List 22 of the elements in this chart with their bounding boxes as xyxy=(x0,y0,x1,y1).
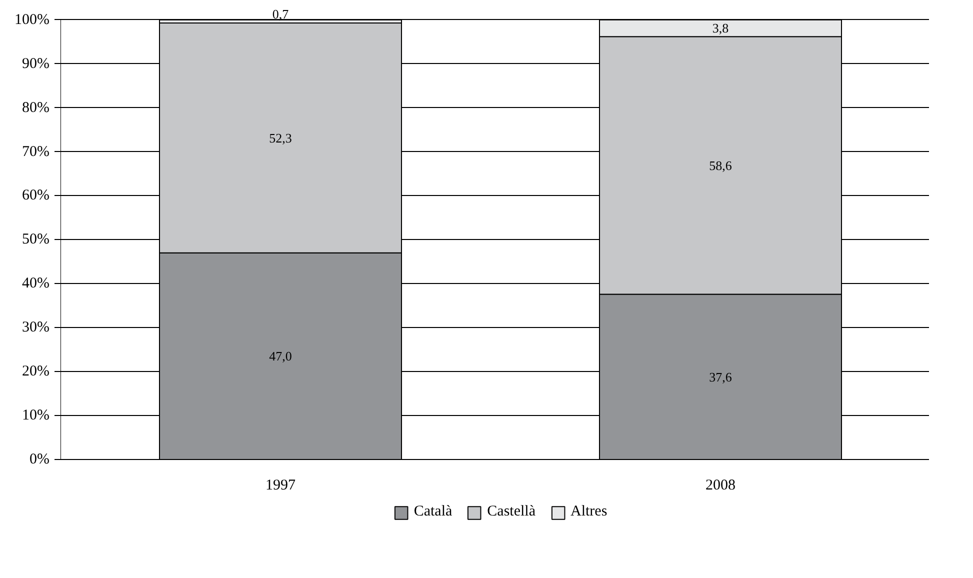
y-tick-label: 100% xyxy=(14,12,50,28)
legend-label: Altres xyxy=(570,504,608,520)
y-tick-label: 0% xyxy=(30,452,50,468)
y-tick-label: 30% xyxy=(22,320,50,336)
legend-label: Català xyxy=(414,504,452,520)
x-tick-label: 1997 xyxy=(266,478,296,494)
y-tick-label: 60% xyxy=(22,188,50,204)
y-tick-label: 50% xyxy=(22,232,50,248)
y-tick-label: 10% xyxy=(22,408,50,424)
data-label: 47,0 xyxy=(269,348,292,364)
y-tick-label: 70% xyxy=(22,144,50,160)
y-tick-label: 20% xyxy=(22,364,50,380)
data-label: 58,6 xyxy=(709,158,732,173)
y-tick-label: 90% xyxy=(22,56,50,72)
y-tick-label: 40% xyxy=(22,276,50,292)
x-tick-label: 2008 xyxy=(706,478,736,494)
data-label: 52,3 xyxy=(269,130,292,146)
data-label: 3,8 xyxy=(712,20,729,36)
data-label: 0,7 xyxy=(272,6,290,22)
data-label: 37,6 xyxy=(709,369,732,384)
y-tick-label: 80% xyxy=(22,100,50,116)
legend-label: Castellà xyxy=(487,504,536,520)
